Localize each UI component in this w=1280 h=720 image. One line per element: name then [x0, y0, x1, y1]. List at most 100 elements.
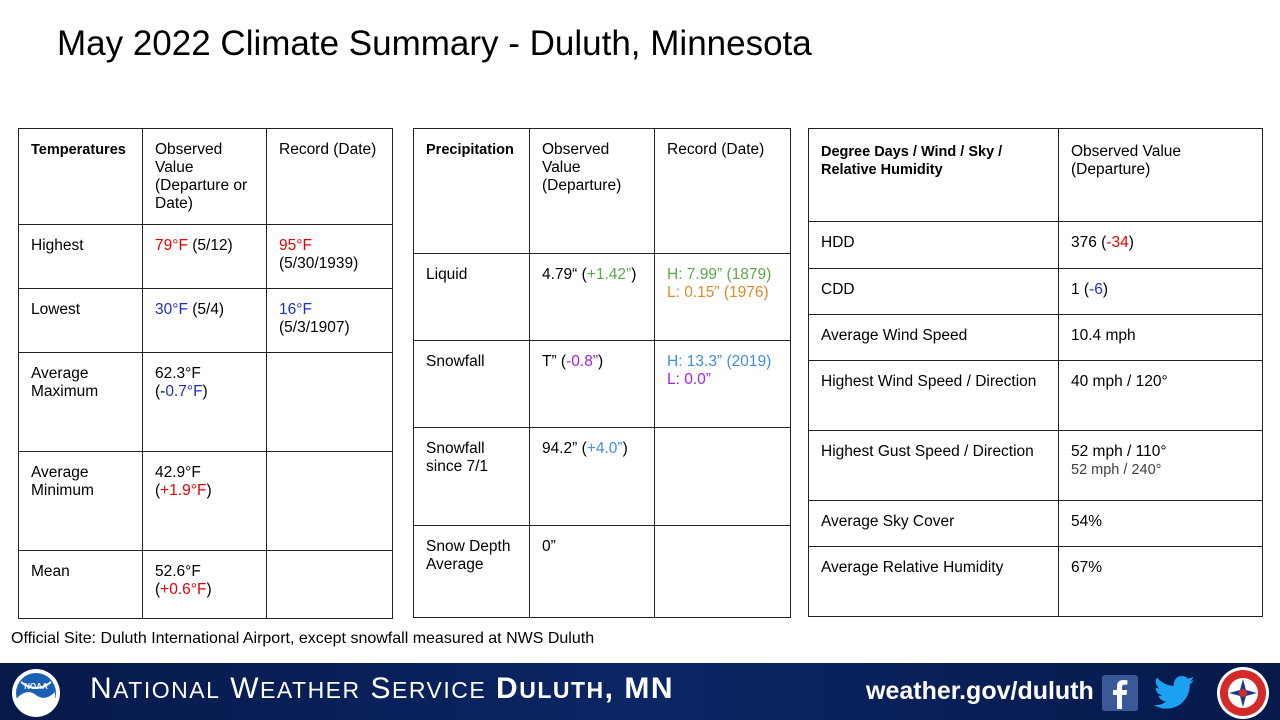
observed-header: Observed Value (Departure) [529, 128, 655, 254]
obs-text: ) [1128, 234, 1134, 251]
nws-banner-text: NATIONAL WEATHER SERVICE DULUTH, MN [90, 672, 674, 706]
obs-text: ( [155, 482, 161, 499]
obs-text: ) [622, 440, 628, 457]
row-label: Highest Wind Speed / Direction [808, 360, 1059, 431]
table-row: Highest Wind Speed / Direction 40 mph / … [808, 360, 1263, 431]
row-label: Lowest [18, 288, 143, 353]
record-high: H: 13.3” (2019) [667, 353, 772, 370]
record-value [654, 525, 791, 618]
observed-header: Observed Value (Departure) [1058, 128, 1263, 222]
obs-text: ) [202, 383, 208, 400]
nws-letters: EATHER [260, 677, 361, 703]
website-link[interactable]: weather.gov/duluth [866, 677, 1094, 705]
record-temp: 95°F [279, 237, 312, 254]
record-low: L: 0.0” [667, 371, 711, 388]
record-date: (5/30/1939) [279, 255, 359, 272]
table-row: Snowfall since 7/1 94.2” (+4.0”) [413, 427, 791, 526]
nws-letters: ATIONAL [113, 677, 221, 703]
observed-value: 79°F (5/12) [142, 224, 267, 289]
record-high: H: 7.99” (1879) [667, 266, 772, 283]
row-label: Snowfall [413, 340, 530, 428]
noaa-logo-icon[interactable]: NOAA [11, 668, 61, 718]
obs-departure: -6 [1089, 281, 1103, 298]
obs-date: (5/4) [187, 301, 225, 318]
obs-text: 52 mph / 240° [1071, 462, 1162, 478]
degree-days-header: Degree Days / Wind / Sky / Relative Humi… [808, 128, 1059, 222]
obs-departure: +1.42” [586, 266, 632, 283]
record-temp: 16°F [279, 301, 312, 318]
record-value: 95°F (5/30/1939) [266, 224, 393, 289]
observed-value: 67% [1058, 546, 1263, 617]
observed-value: 62.3°F (-0.7°F) [142, 352, 267, 452]
table-row: HDD 376 (-34) [808, 221, 1263, 269]
record-value [654, 427, 791, 526]
obs-temp: 79°F [155, 237, 188, 254]
row-label: Highest [18, 224, 143, 289]
precipitation-table: Precipitation Observed Value (Departure)… [413, 128, 791, 618]
observed-value: 4.79“ (+1.42”) [529, 253, 655, 341]
row-label: Average Relative Humidity [808, 546, 1059, 617]
obs-text: ) [206, 482, 212, 499]
record-value: 16°F (5/3/1907) [266, 288, 393, 353]
observed-value: 42.9°F (+1.9°F) [142, 451, 267, 551]
table-row: Average Relative Humidity 67% [808, 546, 1263, 617]
record-value [266, 352, 393, 452]
noaa-logo-text: NOAA [24, 682, 48, 691]
observed-value: 94.2” (+4.0”) [529, 427, 655, 526]
temperatures-header: Temperatures [18, 128, 143, 225]
obs-text: T” ( [542, 353, 567, 370]
obs-text: ) [206, 581, 212, 598]
obs-text: 376 ( [1071, 234, 1107, 251]
observed-value: 376 (-34) [1058, 221, 1263, 269]
observed-value: 52.6°F (+0.6°F) [142, 550, 267, 619]
obs-text: ) [1102, 281, 1109, 298]
obs-text: 52 mph / 110° [1071, 443, 1167, 460]
row-label: CDD [808, 268, 1059, 315]
precipitation-header: Precipitation [413, 128, 530, 254]
observed-value: 30°F (5/4) [142, 288, 267, 353]
record-header: Record (Date) [266, 128, 393, 225]
obs-text: 42.9°F [155, 464, 201, 481]
record-value [266, 550, 393, 619]
facebook-icon[interactable] [1102, 675, 1138, 711]
obs-text: ) [597, 353, 604, 370]
table-header-row: Degree Days / Wind / Sky / Relative Humi… [808, 128, 1263, 222]
table-row: Mean 52.6°F (+0.6°F) [18, 550, 393, 619]
row-label: Average Maximum [18, 352, 143, 452]
observed-value: 0” [529, 525, 655, 618]
row-label: Highest Gust Speed / Direction [808, 430, 1059, 501]
office-letters: ULUTH [519, 677, 605, 703]
record-value [266, 451, 393, 551]
table-row: Highest 79°F (5/12) 95°F (5/30/1939) [18, 224, 393, 289]
row-label: HDD [808, 221, 1059, 269]
office-letter: D [486, 672, 520, 705]
page-title: May 2022 Climate Summary - Duluth, Minne… [57, 24, 812, 63]
record-date: (5/3/1907) [279, 319, 350, 336]
observed-value: 52 mph / 110° 52 mph / 240° [1058, 430, 1263, 501]
footer-banner: NOAA NATIONAL WEATHER SERVICE DULUTH, MN… [0, 663, 1280, 720]
nws-letter: W [220, 672, 261, 705]
row-label: Average Sky Cover [808, 500, 1059, 547]
obs-date: (5/12) [187, 237, 233, 254]
nws-letters: ERVICE [392, 677, 487, 703]
obs-text: 1 ( [1071, 281, 1090, 298]
nws-letter: N [90, 672, 114, 705]
obs-departure: 0.7°F [165, 383, 203, 400]
obs-departure: +4.0” [586, 440, 623, 457]
table-row: Highest Gust Speed / Direction 52 mph / … [808, 430, 1263, 501]
table-row: Average Sky Cover 54% [808, 500, 1263, 547]
twitter-icon[interactable] [1154, 676, 1196, 710]
office-state: , MN [604, 672, 674, 705]
row-label: Mean [18, 550, 143, 619]
table-row: Average Minimum 42.9°F (+1.9°F) [18, 451, 393, 551]
observed-value: 1 (-6) [1058, 268, 1263, 315]
record-low: L: 0.15” (1976) [667, 284, 769, 301]
obs-departure: -0.8” [566, 353, 598, 370]
table-header-row: Temperatures Observed Value (Departure o… [18, 128, 393, 225]
nws-logo-icon[interactable] [1216, 666, 1270, 720]
record-value: H: 13.3” (2019) L: 0.0” [654, 340, 791, 428]
obs-text: 4.79“ ( [542, 266, 587, 283]
table-row: Snow Depth Average 0” [413, 525, 791, 618]
table-row: Average Wind Speed 10.4 mph [808, 314, 1263, 361]
observed-value: 40 mph / 120° [1058, 360, 1263, 431]
